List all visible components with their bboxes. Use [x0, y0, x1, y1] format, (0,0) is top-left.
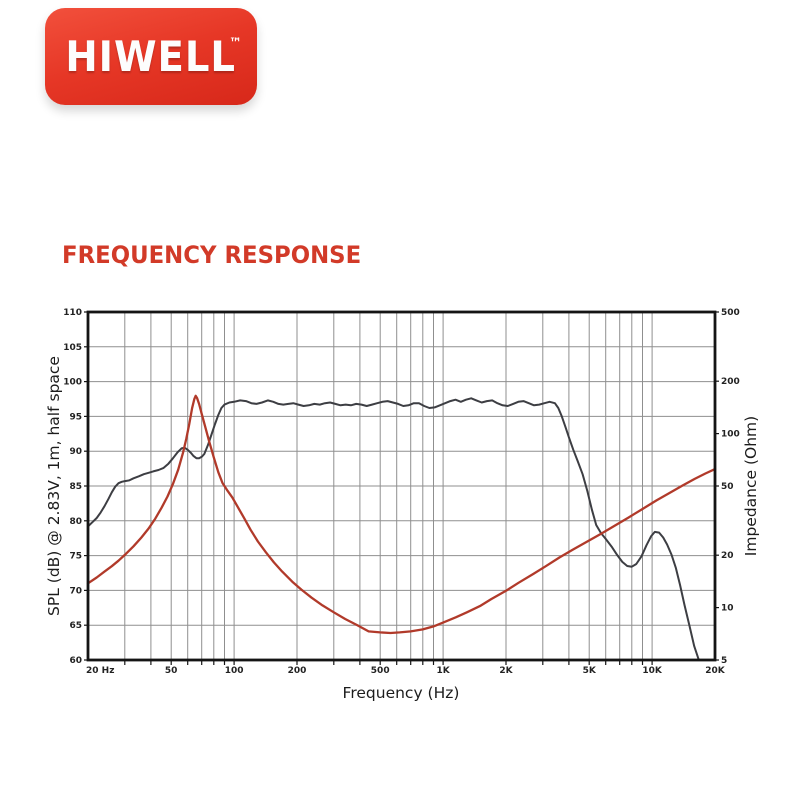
chart-grid — [88, 312, 715, 660]
y-right-axis-title: Impedance (Ohm) — [742, 416, 760, 556]
y-right-tick-label: 50 — [721, 482, 734, 492]
x-tick-label: 20K — [705, 666, 726, 676]
y-right-tick-label: 5 — [721, 656, 727, 666]
y-right-tick-label: 200 — [721, 377, 740, 387]
y-left-tick-label: 80 — [69, 517, 82, 527]
y-left-tick-label: 105 — [63, 343, 82, 353]
x-tick-label: 1K — [436, 666, 450, 676]
y-left-axis-title: SPL (dB) @ 2.83V, 1m, half space — [45, 356, 63, 616]
x-tick-label: 50 — [165, 666, 178, 676]
x-tick-label: 100 — [225, 666, 244, 676]
page-title: FREQUENCY RESPONSE — [62, 241, 362, 269]
trademark-symbol: ™ — [229, 36, 242, 51]
y-left-tick-label: 75 — [69, 552, 82, 562]
y-left-tick-label: 95 — [69, 412, 82, 422]
y-left-tick-label: 60 — [69, 656, 82, 666]
y-right-tick-label: 20 — [721, 551, 734, 561]
y-left-tick-label: 70 — [69, 586, 82, 596]
x-tick-label: 500 — [371, 666, 390, 676]
x-tick-label: 10K — [642, 666, 663, 676]
y-left-tick-label: 65 — [69, 621, 82, 631]
brand-name: HIWELL — [65, 32, 237, 81]
spl-curve — [87, 397, 700, 661]
y-left-tick-label: 110 — [63, 308, 82, 318]
y-left-tick-label: 90 — [69, 447, 82, 457]
chart-ticks: 1101051009590858075706560500200100502010… — [63, 308, 740, 676]
y-right-tick-label: 100 — [721, 430, 740, 440]
y-left-tick-label: 100 — [63, 378, 82, 388]
y-right-tick-label: 10 — [721, 604, 734, 614]
y-left-tick-label: 85 — [69, 482, 82, 492]
brand-logo: HIWELL ™ — [45, 8, 257, 105]
x-axis-title: Frequency (Hz) — [343, 684, 460, 702]
x-tick-label: 5K — [583, 666, 597, 676]
frequency-response-chart: 1101051009590858075706560500200100502010… — [45, 308, 760, 702]
x-tick-label: 200 — [288, 666, 307, 676]
x-tick-label: 20 Hz — [86, 666, 114, 676]
chart-curves — [86, 394, 717, 661]
y-right-tick-label: 500 — [721, 308, 740, 318]
x-tick-label: 2K — [499, 666, 513, 676]
impedance-curve — [86, 394, 717, 635]
